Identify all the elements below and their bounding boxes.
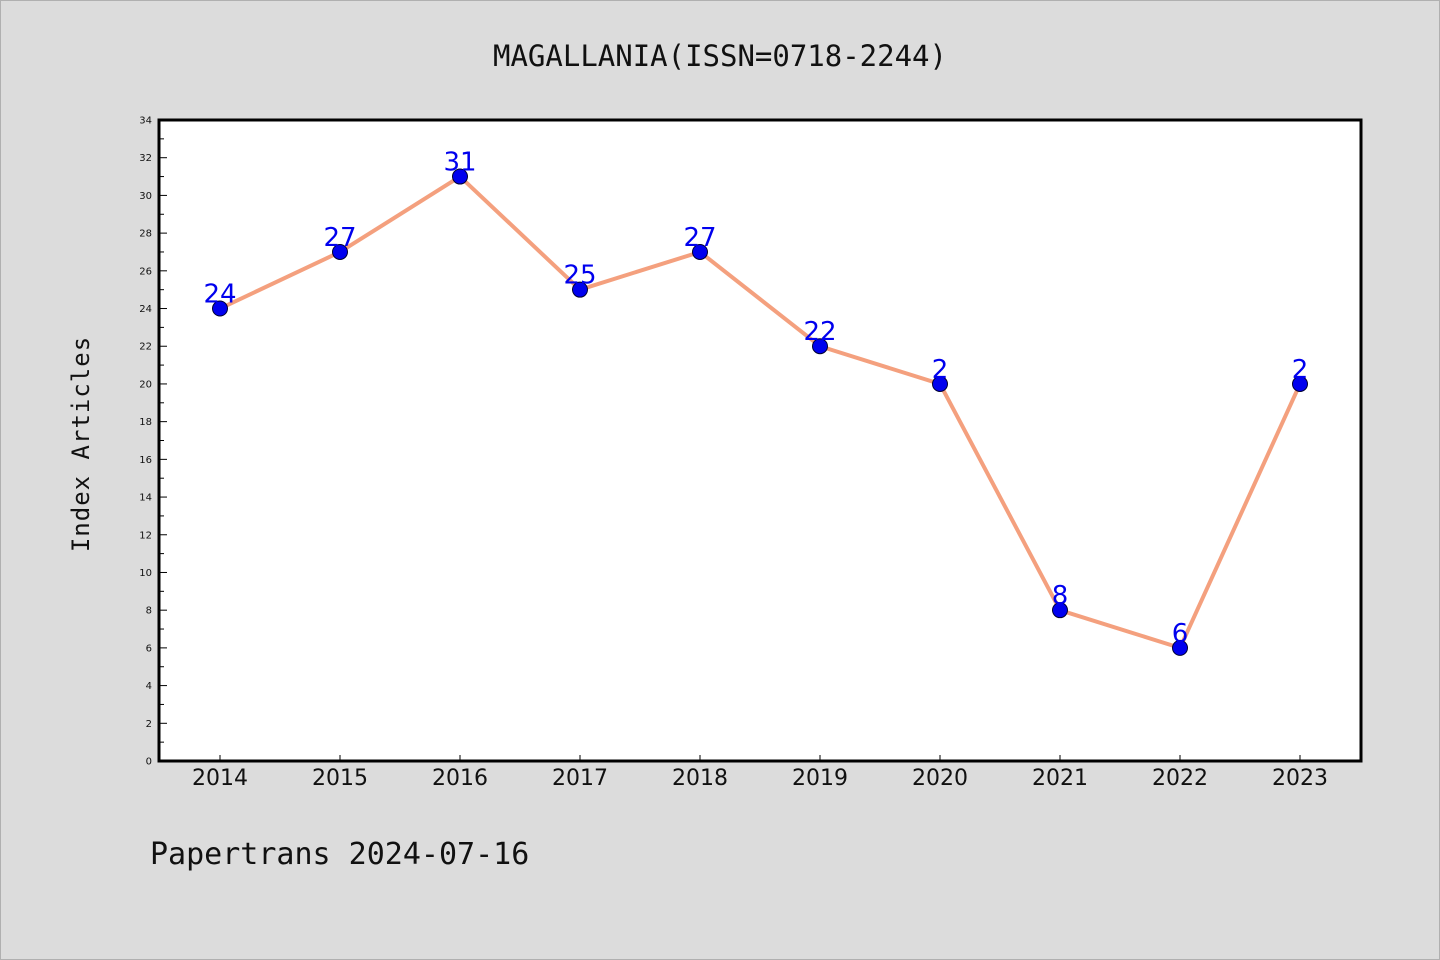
plot-area bbox=[159, 120, 1361, 761]
series-line bbox=[218, 174, 1302, 650]
data-label: 27 bbox=[683, 223, 716, 253]
x-tick-label: 2023 bbox=[1272, 766, 1328, 791]
data-label: 6 bbox=[1172, 619, 1189, 649]
x-tick-label: 2015 bbox=[312, 766, 368, 791]
data-point bbox=[1292, 375, 1308, 392]
x-tick-label: 2016 bbox=[432, 766, 488, 791]
data-label: 8 bbox=[1052, 581, 1069, 611]
y-tick-label: 26 bbox=[139, 266, 152, 277]
x-tick-label: 2017 bbox=[552, 766, 608, 791]
y-tick-label: 18 bbox=[139, 417, 152, 428]
y-tick-label: 0 bbox=[146, 757, 152, 768]
footer-credit: Papertrans 2024-07-16 bbox=[150, 837, 529, 872]
data-label: 31 bbox=[443, 148, 476, 178]
y-tick-label: 28 bbox=[139, 229, 152, 240]
plot-border bbox=[157, 118, 1363, 763]
y-tick-label: 22 bbox=[139, 342, 152, 353]
data-point bbox=[692, 243, 708, 260]
x-tick-label: 2019 bbox=[792, 766, 848, 791]
y-tick-label: 34 bbox=[139, 116, 152, 127]
x-tick-label: 2020 bbox=[912, 766, 968, 791]
y-tick-label: 32 bbox=[139, 153, 152, 164]
data-point bbox=[1172, 639, 1188, 656]
x-axis-ticks: 2014 2015 2016 2017 2018 2019 2020 2021 2022 2023 bbox=[192, 755, 1328, 791]
y-tick-label: 12 bbox=[139, 530, 152, 541]
data-label: 24 bbox=[203, 280, 236, 310]
data-point bbox=[812, 338, 828, 355]
data-point bbox=[332, 243, 348, 260]
x-tick-label: 2014 bbox=[192, 766, 248, 791]
y-tick-label: 4 bbox=[146, 681, 152, 692]
data-label: 2 bbox=[932, 355, 949, 385]
data-markers bbox=[212, 168, 1308, 656]
y-tick-label: 16 bbox=[139, 455, 152, 466]
data-label: 27 bbox=[323, 223, 356, 253]
x-tick-label: 2018 bbox=[672, 766, 728, 791]
data-point bbox=[572, 281, 588, 298]
y-tick-label: 14 bbox=[139, 493, 152, 504]
y-tick-label: 10 bbox=[139, 568, 152, 579]
data-point bbox=[1052, 602, 1068, 619]
data-point bbox=[212, 300, 228, 317]
y-tick-label: 6 bbox=[146, 643, 152, 654]
x-tick-label: 2022 bbox=[1152, 766, 1208, 791]
y-tick-label: 20 bbox=[139, 379, 152, 390]
y-axis-label: Index Articles bbox=[67, 336, 95, 552]
x-tick-label: 2021 bbox=[1032, 766, 1088, 791]
y-tick-label: 2 bbox=[146, 719, 152, 730]
data-label: 25 bbox=[563, 261, 596, 291]
chart-title: MAGALLANIA(ISSN=0718-2244) bbox=[493, 39, 947, 73]
data-point bbox=[932, 375, 948, 392]
y-tick-label: 24 bbox=[139, 304, 152, 315]
y-tick-label: 30 bbox=[139, 191, 152, 202]
data-label: 22 bbox=[803, 317, 836, 347]
data-point bbox=[452, 168, 468, 185]
data-label: 2 bbox=[1292, 355, 1309, 385]
y-tick-label: 8 bbox=[146, 606, 152, 617]
